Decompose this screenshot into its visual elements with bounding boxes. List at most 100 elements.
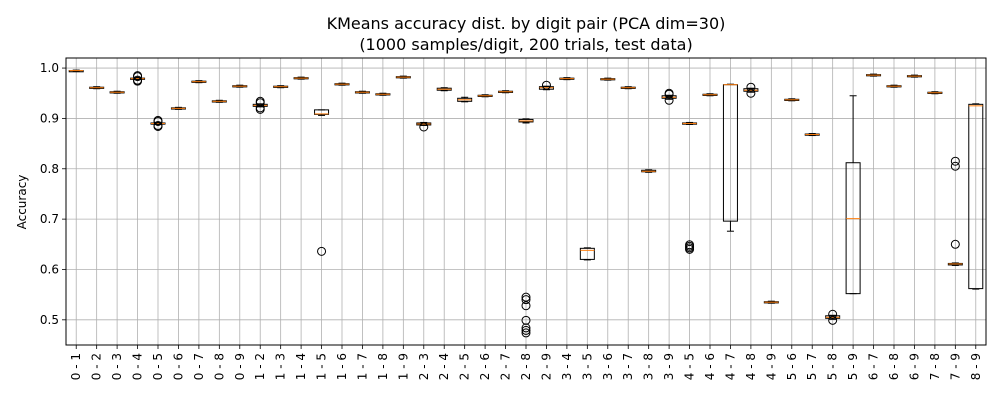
x-tick-label: 1 - 2 (253, 353, 267, 380)
box-group (927, 91, 943, 95)
box-group (375, 92, 391, 96)
x-tick-label: 3 - 5 (580, 353, 594, 380)
box-group (211, 99, 227, 103)
outlier-point (133, 75, 143, 85)
outlier-point (521, 295, 531, 305)
x-tick-label: 7 - 9 (948, 353, 962, 380)
x-tick-label: 2 - 7 (499, 353, 513, 380)
x-tick-label: 2 - 5 (458, 353, 472, 380)
x-tick-label: 0 - 9 (233, 353, 247, 380)
x-tick-label: 1 - 9 (396, 353, 410, 380)
box-iqr (968, 103, 984, 290)
box-group (600, 77, 616, 81)
box-group (906, 74, 922, 78)
box-group (886, 84, 902, 88)
box-group (620, 86, 636, 90)
box-group (416, 121, 432, 132)
box-iqr (314, 109, 330, 115)
outlier-point (153, 120, 163, 130)
x-tick-label: 0 - 8 (212, 353, 226, 380)
box-group (661, 88, 677, 105)
box-group (130, 71, 146, 86)
outlier-point (133, 71, 143, 81)
x-tick-label: 0 - 3 (110, 353, 124, 380)
x-tick-label: 6 - 8 (887, 353, 901, 380)
x-tick-label: 5 - 8 (826, 353, 840, 380)
x-tick-label: 2 - 6 (478, 353, 492, 380)
box-group (252, 96, 268, 114)
outlier-point (521, 328, 531, 338)
outlier-point (950, 161, 960, 171)
box-group (273, 85, 289, 89)
y-tick-label: 0.5 (40, 313, 59, 327)
outlier-point (950, 239, 960, 249)
box-group (743, 82, 759, 98)
x-tick-label: 2 - 3 (417, 353, 431, 380)
outlier-point (828, 315, 838, 325)
box-group (579, 247, 595, 261)
x-tick-label: 0 - 6 (171, 353, 185, 380)
x-tick-label: 1 - 6 (335, 353, 349, 380)
box-group (866, 73, 882, 77)
outlier-point (950, 156, 960, 166)
x-tick-label: 1 - 5 (315, 353, 329, 380)
box-group (641, 169, 657, 173)
x-tick-label: 4 - 7 (723, 353, 737, 380)
box-group (232, 84, 248, 88)
x-tick-label: 7 - 8 (928, 353, 942, 380)
box-group (825, 309, 841, 325)
x-tick-label: 0 - 5 (151, 353, 165, 380)
outlier-point (521, 292, 531, 302)
box-group (89, 86, 105, 90)
outlier-point (521, 301, 531, 311)
x-tick-label: 5 - 9 (846, 353, 860, 380)
x-tick-label: 0 - 4 (131, 353, 145, 380)
outlier-point (255, 103, 265, 113)
x-tick-label: 3 - 4 (560, 353, 574, 380)
plot-frame (65, 57, 987, 346)
box-group (763, 300, 779, 304)
x-tick-label: 4 - 8 (744, 353, 758, 380)
x-tick-label: 2 - 9 (539, 353, 553, 380)
x-tick-label: 1 - 7 (355, 353, 369, 380)
x-tick-label: 8 - 9 (969, 353, 983, 380)
box-group (334, 82, 350, 86)
box-group (109, 90, 125, 94)
outlier-point (828, 309, 838, 319)
outlier-point (255, 96, 265, 106)
y-axis-label: Accuracy (15, 175, 29, 230)
outlier-point (317, 246, 327, 256)
x-tick-label: 3 - 8 (642, 353, 656, 380)
box-group (436, 87, 452, 92)
y-tick-label: 0.9 (40, 111, 59, 125)
box-group (804, 133, 820, 137)
outlier-point (664, 95, 674, 105)
box-layer (68, 69, 984, 338)
box-group (457, 96, 473, 103)
x-tick-label: 0 - 2 (90, 353, 104, 380)
x-tick-label: 6 - 7 (867, 353, 881, 380)
box-group (395, 75, 411, 79)
x-tick-label: 6 - 9 (907, 353, 921, 380)
x-tick-label: 5 - 6 (785, 353, 799, 380)
grid-layer (66, 58, 986, 345)
box-group (538, 80, 554, 91)
outlier-point (521, 315, 531, 325)
y-tick-label: 1.0 (40, 61, 59, 75)
x-tick-label: 5 - 7 (805, 353, 819, 380)
box-iqr (845, 162, 861, 295)
x-tick-label: 1 - 8 (376, 353, 390, 380)
chart-title: KMeans accuracy dist. by digit pair (PCA… (327, 14, 726, 33)
box-group (150, 115, 166, 131)
outlier-point (419, 122, 429, 132)
x-tick-label: 1 - 4 (294, 353, 308, 380)
outlier-point (521, 325, 531, 335)
box-group (314, 109, 330, 256)
outlier-point (746, 88, 756, 98)
x-tick-label: 0 - 7 (192, 353, 206, 380)
box-group (293, 76, 309, 80)
box-group (722, 83, 738, 232)
x-tick-label: 3 - 9 (662, 353, 676, 380)
box-group (498, 90, 514, 94)
